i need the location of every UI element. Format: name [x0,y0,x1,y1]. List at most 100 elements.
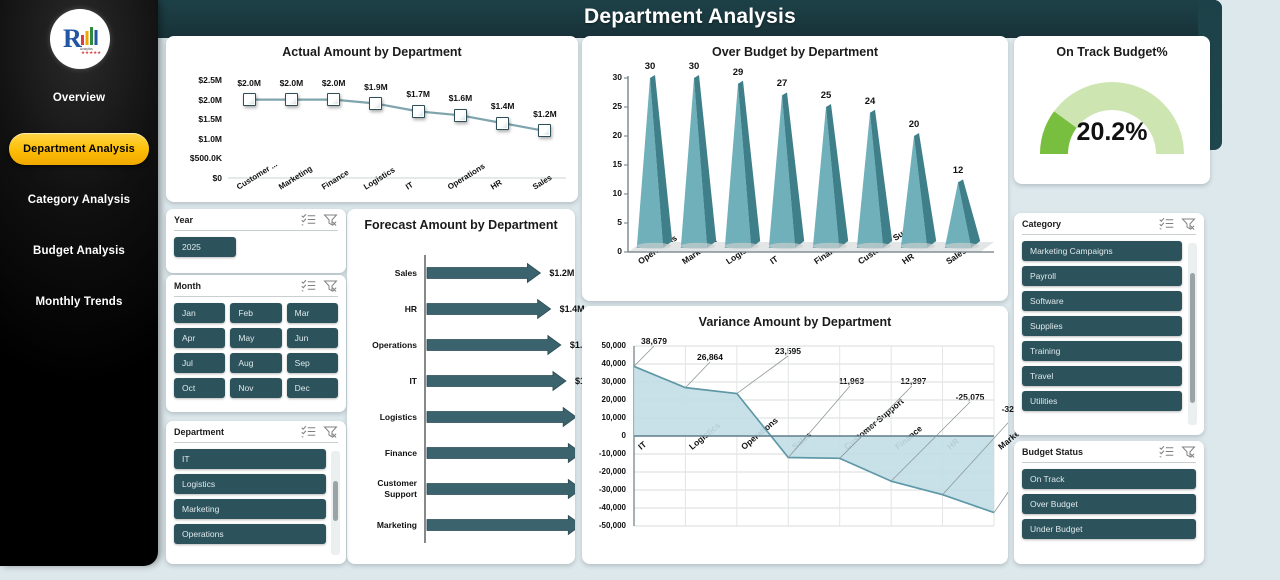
data-label: $1.2M [533,108,557,119]
bar-arrow[interactable] [426,262,542,284]
svg-text:Analytics: Analytics [80,47,93,51]
slicer-option[interactable]: Logistics [174,474,326,494]
slicer-title: Department [174,426,225,437]
clear-filter-icon[interactable] [323,425,338,438]
chart-variance-amount[interactable]: Variance Amount by Department 50,000 40,0… [582,306,1069,564]
data-label: 38,679 [641,336,667,346]
sidebar-item-category-analysis[interactable]: Category Analysis [0,184,158,216]
slicer-month[interactable]: Month Jan Feb Mar Apr May Jun Jul Aug Sep Oct Nov D… [166,275,346,412]
slicer-option[interactable]: Oct [174,378,226,398]
multi-select-icon[interactable] [301,279,316,292]
slicer-option[interactable]: Dec [286,378,338,398]
axis-tick-label: 5 [617,217,622,227]
slicer-option[interactable]: Payroll [1022,266,1182,286]
slicer-title: Category [1022,218,1062,229]
slicer-option[interactable]: Feb [230,303,282,323]
sidebar-item-monthly-trends[interactable]: Monthly Trends [0,286,158,318]
clear-filter-icon[interactable] [323,279,338,292]
slicer-option[interactable]: Jan [174,303,226,323]
bar-arrow[interactable] [426,442,575,464]
clear-filter-icon[interactable] [1181,445,1196,458]
data-point-marker[interactable] [284,93,298,107]
slicer-option[interactable]: 2025 [174,237,236,257]
multi-select-icon[interactable] [1159,445,1174,458]
slicer-scrollbar-thumb[interactable] [333,481,338,521]
slicer-option[interactable]: Marketing [174,499,326,519]
slicer-option[interactable]: Travel [1022,366,1182,386]
slicer-icons [1159,217,1196,230]
slicer-option[interactable]: Sep [286,353,338,373]
data-point-marker[interactable] [453,108,467,122]
data-point-marker[interactable] [411,104,425,118]
axis-tick-label: Customer Support [377,478,417,499]
slicer-department[interactable]: Department IT Logistics Marketing Operation… [166,421,346,564]
slicer-scrollbar-thumb[interactable] [1190,273,1195,403]
data-label: 20 [908,119,920,130]
slicer-budget-status[interactable]: Budget Status On Track Over Budget Under B… [1014,441,1204,564]
header-band [0,0,1222,38]
data-label: 12 [952,165,964,177]
slicer-option[interactable]: IT [174,449,326,469]
axis-tick-label: 0 [617,246,622,256]
axis-tick-label: 30,000 [601,377,626,386]
data-label: $2.0M [321,77,346,88]
axis-tick-label: $1.0M [198,133,222,144]
sidebar-item-overview[interactable]: Overview [0,82,158,114]
slicer-option[interactable]: Nov [230,378,282,398]
bar-arrow[interactable] [426,514,575,536]
slicer-year[interactable]: Year 2025 [166,209,346,273]
slicer-option[interactable]: May [230,328,282,348]
data-label: 30 [644,61,656,72]
slicer-option[interactable]: Jul [174,353,226,373]
slicer-option[interactable]: Training [1022,341,1182,361]
chart-plot-area: 50,000 40,000 30,000 20,000 10,000 0 -10,000 -2… [582,330,1069,564]
slicer-category[interactable]: Category Marketing Campaigns Payroll Softw… [1014,213,1204,435]
slicer-option[interactable]: Utilities [1022,391,1182,411]
multi-select-icon[interactable] [1159,217,1174,230]
slicer-option[interactable]: Jun [286,328,338,348]
slicer-option[interactable]: Aug [230,353,282,373]
sidebar-item-budget-analysis[interactable]: Budget Analysis [0,235,158,267]
chart-actual-amount[interactable]: Actual Amount by Department $2.5M $2.0M $1… [166,36,578,202]
slicer-scrollbar[interactable] [331,451,340,555]
slicer-option[interactable]: Software [1022,291,1182,311]
svg-text:R: R [63,24,82,53]
clear-filter-icon[interactable] [323,213,338,226]
data-point-marker[interactable] [496,116,510,130]
data-point-marker[interactable] [538,124,552,138]
gauge-value-label: 20.2% [1076,118,1148,146]
clear-filter-icon[interactable] [1181,217,1196,230]
axis-tick-label: IT [409,376,417,386]
slicer-option[interactable]: Mar [286,303,338,323]
data-point-marker[interactable] [242,93,256,107]
data-label: $1.6M [448,93,473,104]
bar-arrow[interactable] [426,298,552,320]
bar-arrow[interactable] [426,334,562,356]
line-series [228,98,566,179]
slicer-option[interactable]: On Track [1022,469,1196,489]
slicer-option[interactable]: Apr [174,328,226,348]
bar-arrow[interactable] [426,370,567,392]
data-point-marker[interactable] [327,93,341,107]
slicer-option[interactable]: Supplies [1022,316,1182,336]
bar-arrow[interactable] [426,478,575,500]
chart-over-budget[interactable]: Over Budget by Department 30 25 20 15 10 5 0 30… [582,36,1008,301]
bar-arrow[interactable] [426,406,575,428]
slicer-options: IT Logistics Marketing Operations [166,443,346,555]
multi-select-icon[interactable] [301,213,316,226]
slicer-option[interactable]: Under Budget [1022,519,1196,539]
data-point-marker[interactable] [369,97,383,111]
axis-tick-label: Logistics [379,412,417,422]
axis-tick-label: HR [404,304,417,314]
axis-tick-label: -20,000 [598,467,626,476]
slicer-option[interactable]: Operations [174,524,326,544]
chart-forecast-amount[interactable]: Forecast Amount by Department Sales $1.2M… [347,209,615,564]
slicer-scrollbar[interactable] [1188,243,1197,425]
multi-select-icon[interactable] [301,425,316,438]
slicer-option[interactable]: Marketing Campaigns [1022,241,1182,261]
sidebar-item-department-analysis[interactable]: Department Analysis [9,133,149,165]
logo-icon: R Analytics ★★★★★ [55,14,105,64]
slicer-option[interactable]: Over Budget [1022,494,1196,514]
chart-on-track-gauge[interactable]: On Track Budget% 20.2% [1014,36,1210,184]
